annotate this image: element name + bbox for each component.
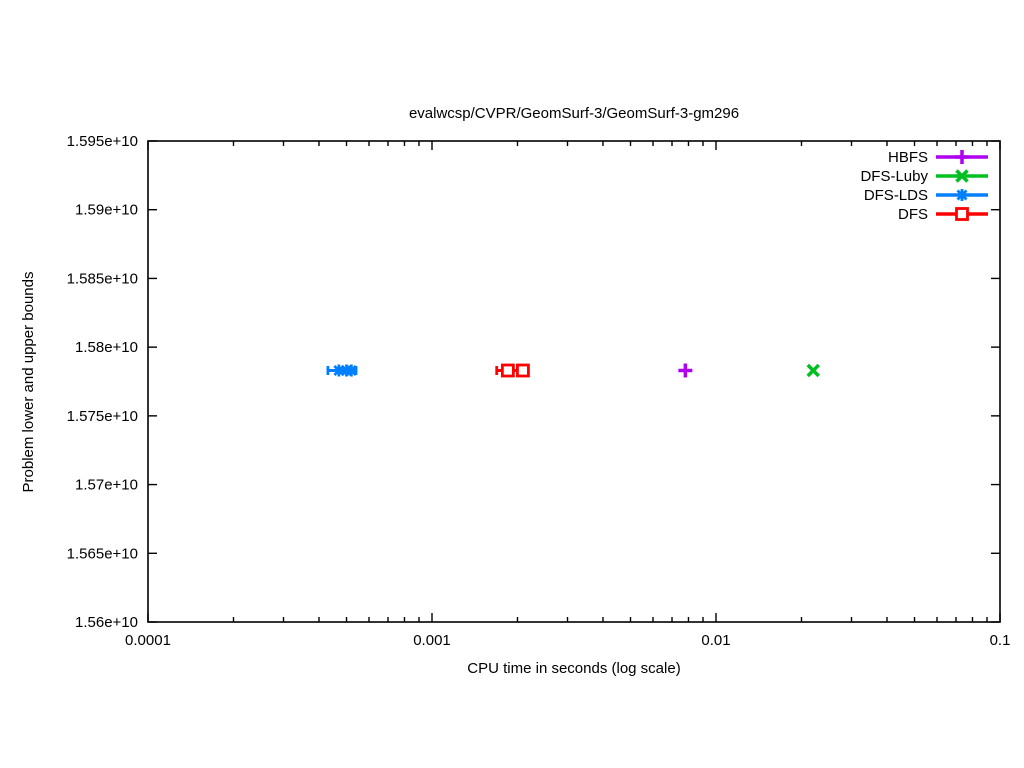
y-tick-label: 1.58e+10 (75, 339, 138, 356)
x-tick-label: 0.01 (701, 632, 730, 649)
y-tick-label: 1.595e+10 (67, 133, 138, 150)
y-tick-label: 1.565e+10 (67, 545, 138, 562)
series-DFS-Luby (806, 363, 820, 378)
x-tick-label: 0.0001 (125, 632, 171, 649)
y-tick-label: 1.575e+10 (67, 408, 138, 425)
legend-label: DFS-LDS (864, 187, 928, 204)
series-HBFS (678, 363, 693, 378)
y-tick-label: 1.59e+10 (75, 202, 138, 219)
y-tick-label: 1.57e+10 (75, 477, 138, 494)
x-axis-ticks: 0.0001 0.001 0.01 0.1 (125, 141, 1010, 649)
y-axis-label: Problem lower and upper bounds (20, 272, 37, 493)
legend: HBFS DFS-Luby DFS-LDS DFS (860, 149, 988, 223)
chart-title: evalwcsp/CVPR/GeomSurf-3/GeomSurf-3-gm29… (409, 105, 739, 122)
x-tick-label: 0.1 (990, 632, 1011, 649)
y-tick-label: 1.56e+10 (75, 614, 138, 631)
y-axis-ticks: 1.56e+10 1.565e+10 1.57e+10 1.575e+10 1.58e+… (67, 133, 1000, 631)
legend-label: DFS-Luby (860, 168, 928, 185)
y-tick-label: 1.585e+10 (67, 270, 138, 287)
legend-label: HBFS (888, 149, 928, 166)
legend-label: DFS (898, 206, 928, 223)
series-DFS-LDS (326, 364, 358, 377)
plot-border (147, 140, 1001, 623)
x-tick-label: 0.001 (413, 632, 451, 649)
series-DFS (495, 363, 530, 378)
x-axis-label: CPU time in seconds (log scale) (467, 660, 680, 677)
